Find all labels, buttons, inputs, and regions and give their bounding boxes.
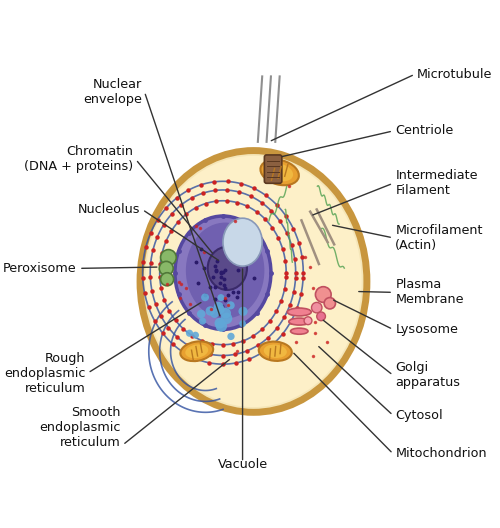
- Circle shape: [316, 312, 326, 320]
- Text: Microtubule: Microtubule: [417, 68, 492, 81]
- Circle shape: [186, 329, 193, 337]
- Text: Smooth
endoplasmic
reticulum: Smooth endoplasmic reticulum: [39, 407, 120, 449]
- Ellipse shape: [208, 247, 247, 290]
- Ellipse shape: [175, 216, 271, 329]
- Circle shape: [239, 320, 246, 327]
- Circle shape: [214, 302, 224, 312]
- Circle shape: [197, 310, 205, 318]
- Text: Lysosome: Lysosome: [396, 323, 458, 336]
- Ellipse shape: [186, 344, 208, 358]
- Ellipse shape: [223, 218, 262, 266]
- Circle shape: [316, 287, 331, 303]
- FancyBboxPatch shape: [264, 155, 282, 183]
- Ellipse shape: [140, 150, 367, 412]
- Ellipse shape: [266, 163, 293, 182]
- Ellipse shape: [289, 318, 310, 325]
- Ellipse shape: [290, 328, 308, 334]
- Circle shape: [226, 301, 234, 309]
- Text: Plasma
Membrane: Plasma Membrane: [396, 278, 464, 306]
- Circle shape: [216, 320, 227, 332]
- Circle shape: [192, 332, 199, 338]
- Text: Golgi
apparatus: Golgi apparatus: [396, 361, 460, 389]
- Ellipse shape: [146, 156, 362, 407]
- Circle shape: [159, 261, 173, 275]
- Circle shape: [160, 250, 176, 265]
- Text: Chromatin
(DNA + proteins): Chromatin (DNA + proteins): [24, 145, 134, 173]
- Text: Peroxisome: Peroxisome: [3, 262, 77, 275]
- Circle shape: [218, 294, 224, 301]
- Ellipse shape: [259, 342, 292, 361]
- Ellipse shape: [264, 344, 287, 358]
- Ellipse shape: [180, 342, 213, 361]
- Circle shape: [220, 308, 231, 318]
- Ellipse shape: [288, 308, 312, 316]
- Circle shape: [238, 307, 248, 316]
- Text: Intermediate
Filament: Intermediate Filament: [396, 169, 478, 197]
- Circle shape: [228, 333, 234, 340]
- Circle shape: [206, 306, 215, 316]
- Text: Mitochondrion: Mitochondrion: [396, 447, 487, 460]
- Circle shape: [216, 305, 224, 314]
- Ellipse shape: [186, 223, 264, 318]
- Circle shape: [221, 313, 232, 324]
- Text: Nucleolus: Nucleolus: [78, 203, 140, 216]
- Circle shape: [199, 317, 206, 325]
- Circle shape: [304, 317, 312, 325]
- Text: Cytosol: Cytosol: [396, 409, 443, 422]
- Circle shape: [201, 294, 209, 301]
- Text: Rough
endoplasmic
reticulum: Rough endoplasmic reticulum: [4, 352, 86, 394]
- Circle shape: [160, 273, 173, 286]
- Text: Nuclear
envelope: Nuclear envelope: [84, 78, 142, 106]
- Circle shape: [312, 303, 322, 313]
- Text: Microfilament
(Actin): Microfilament (Actin): [396, 224, 483, 252]
- Ellipse shape: [260, 159, 299, 185]
- Circle shape: [324, 298, 336, 309]
- Circle shape: [210, 309, 219, 318]
- Circle shape: [214, 318, 225, 328]
- Text: Centriole: Centriole: [396, 125, 454, 137]
- Text: Vacuole: Vacuole: [218, 458, 268, 471]
